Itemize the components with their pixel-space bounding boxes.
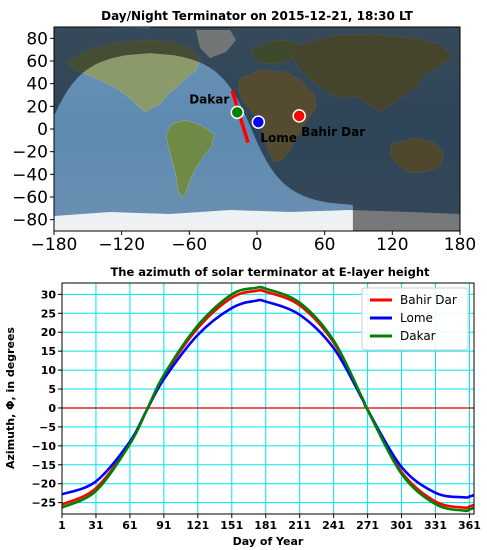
map-xtick-label: −120 [98,235,145,255]
series-line-dakar [61,285,475,513]
x-tick-label: 91 [156,519,171,532]
azimuth-chart: The azimuth of solar terminator at E-lay… [4,265,481,548]
x-tick-label: 151 [220,519,243,532]
map-xtick-label: 180 [444,235,476,255]
x-tick-label: 61 [122,519,137,532]
map-ytick-label: −80 [12,211,48,231]
y-tick-label: 25 [41,307,56,320]
x-tick-label: 241 [322,519,345,532]
y-tick-label: 0 [48,402,56,415]
x-tick-label: 271 [356,519,379,532]
x-tick-label: 181 [254,519,277,532]
y-tick-label: −25 [31,497,56,510]
plot-frame [61,282,475,515]
city-label-lome: Lome [260,131,297,145]
map-ytick-label: 60 [26,52,48,72]
y-axis-label: Azimuth, Φ, in degrees [4,327,17,469]
x-tick-label: 301 [390,519,413,532]
city-markers: Dakar Lome Bahir Dar [189,92,365,145]
chart-title: The azimuth of solar terminator at E-lay… [110,265,430,279]
x-tick-label: 31 [88,519,103,532]
map-xtick-label: 60 [314,235,336,255]
city-marker-lome [251,115,266,129]
y-tick-label: −10 [31,440,56,453]
x-tick-label: 211 [288,519,311,532]
y-tick-label: 10 [41,364,57,377]
terminator-map: Day/Night Terminator on 2015-12-21, 18:3… [12,9,476,255]
map-ytick-label: 20 [26,97,48,117]
map-ytick-label: 0 [37,120,48,140]
night-shading [54,27,460,231]
land-south-america [165,119,215,199]
map-ytick-label: −40 [12,165,48,185]
y-tick-label: 30 [41,288,57,301]
map-ytick-label: −60 [12,188,48,208]
y-tick-label: −5 [39,421,56,434]
map-xtick-label: 120 [376,235,408,255]
y-tick-label: −15 [31,459,56,472]
chart-series [61,285,475,513]
x-tick-label: 331 [424,519,447,532]
city-marker-bahir-dar [292,109,306,123]
x-axis-label: Day of Year [233,535,304,548]
legend-label: Bahir Dar [400,293,457,307]
chart-legend: Bahir Dar Lome Dakar [361,287,469,351]
x-tick-label: 121 [186,519,209,532]
y-tick-label: −20 [31,478,56,491]
y-tick-label: 20 [41,326,57,339]
city-label-dakar: Dakar [189,92,229,106]
city-marker-dakar [230,105,245,120]
city-label-bahir-dar: Bahir Dar [301,125,365,139]
x-tick-label: 361 [458,519,481,532]
legend-label: Lome [400,311,433,325]
chart-axis-ticks: 1 31 61 91 121 151 181 211 241 271 301 331 361 30 25 20… [31,288,480,532]
map-xtick-label: −60 [171,235,207,255]
map-ytick-label: 80 [26,29,48,49]
y-tick-label: 5 [48,383,56,396]
map-xtick-label: 0 [252,235,263,255]
legend-label: Dakar [400,329,436,343]
x-tick-label: 1 [58,519,66,532]
map-ytick-label: −20 [12,143,48,163]
map-ytick-label: 40 [26,75,48,95]
map-xtick-label: −180 [31,235,78,255]
y-tick-label: 15 [41,345,56,358]
map-title: Day/Night Terminator on 2015-12-21, 18:3… [101,9,414,23]
